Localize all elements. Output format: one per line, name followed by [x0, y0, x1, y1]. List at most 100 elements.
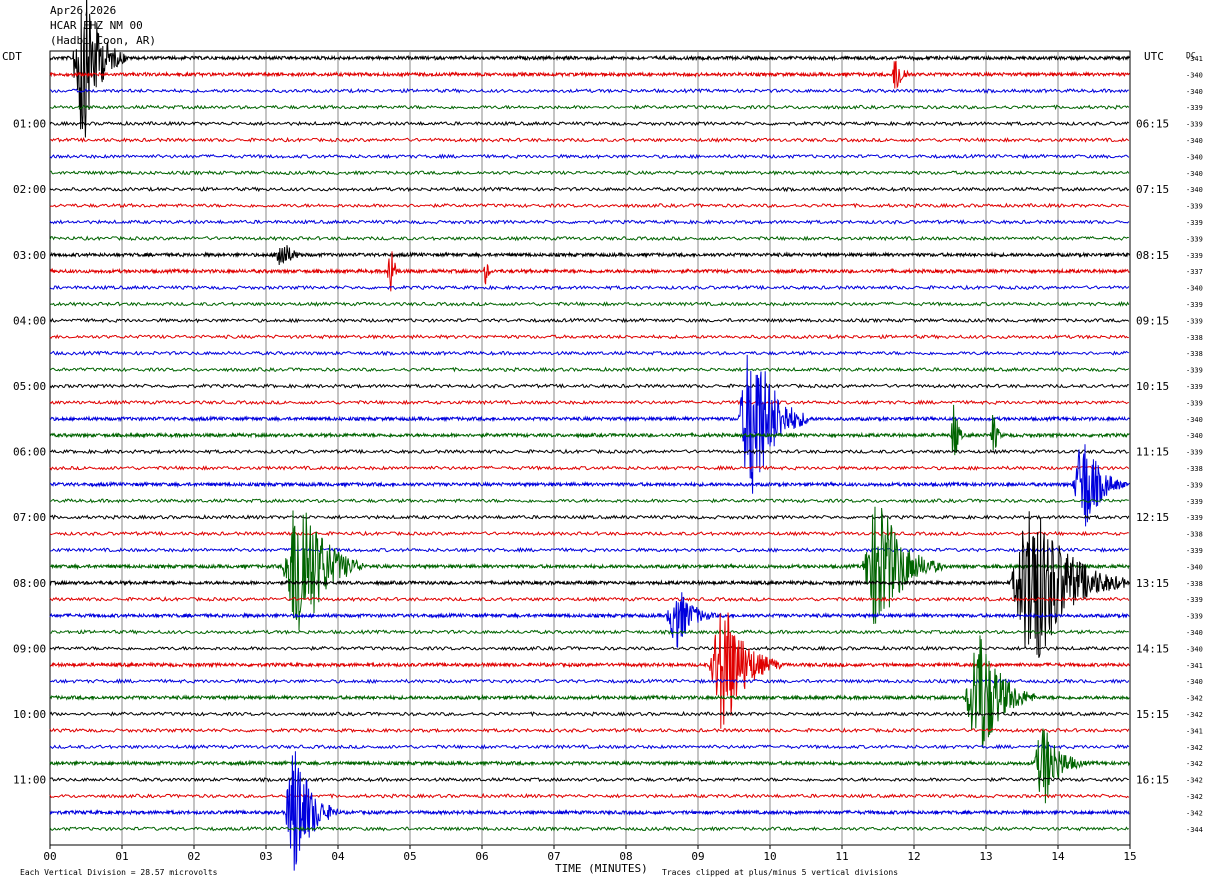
x-tick-label: 10 [763, 850, 776, 863]
trace-row-1 [49, 60, 1130, 89]
trace-row-18 [49, 350, 1129, 357]
trace-row-44 [49, 776, 1129, 783]
dc-value-label: -339 [1186, 317, 1203, 325]
clip-note: Traces clipped at plus/minus 5 vertical … [662, 868, 898, 877]
x-axis-title: TIME (MINUTES) [555, 862, 648, 875]
x-tick-label: 06 [475, 850, 488, 863]
dc-value-label: -339 [1186, 121, 1203, 129]
trace-row-33 [49, 596, 1130, 603]
trace-row-16 [49, 317, 1130, 324]
trace-row-42 [49, 743, 1130, 750]
time-label-left: 03:00 [13, 249, 46, 262]
plot-grid [49, 50, 1131, 846]
trace-row-7 [50, 169, 1130, 176]
dc-value-label: -340 [1186, 186, 1203, 194]
dc-value-label: -338 [1186, 531, 1203, 539]
time-label-left: 10:00 [13, 708, 46, 721]
time-label-left: 01:00 [13, 118, 46, 131]
x-tick-label: 02 [187, 850, 200, 863]
time-label-right: 08:15 [1136, 249, 1169, 262]
trace-row-25 [49, 464, 1130, 471]
trace-row-39 [49, 635, 1130, 748]
dc-value-label: -339 [1186, 547, 1203, 555]
scale-note: Each Vertical Division = 28.57 microvolt… [20, 868, 218, 877]
title-location: (Hadbi Coon, AR) [50, 34, 156, 47]
dc-value-label: -340 [1186, 153, 1203, 161]
dc-value-label: -342 [1186, 760, 1203, 768]
timezone-left-label: CDT [2, 50, 22, 63]
dc-value-label: -339 [1186, 235, 1203, 243]
trace-row-10 [49, 219, 1130, 225]
trace-row-12 [49, 245, 1130, 266]
dc-value-label: -340 [1186, 137, 1203, 145]
trace-row-24 [49, 448, 1129, 455]
trace-row-32 [49, 511, 1130, 658]
trace-row-41 [49, 727, 1130, 734]
dc-value-label: -342 [1186, 793, 1203, 801]
dc-value-label: -339 [1186, 613, 1203, 621]
time-label-right: 07:15 [1136, 183, 1169, 196]
dc-value-label: -339 [1186, 498, 1203, 506]
trace-row-0 [49, 0, 1130, 138]
trace-row-36 [49, 645, 1130, 652]
trace-row-47 [49, 825, 1130, 832]
x-tick-label: 08 [619, 850, 632, 863]
trace-row-6 [49, 153, 1130, 160]
trace-row-3 [49, 104, 1130, 111]
trace-row-2 [49, 87, 1129, 94]
x-tick-label: 05 [403, 850, 416, 863]
trace-row-22 [49, 354, 1130, 494]
x-tick-label: 07 [547, 850, 560, 863]
trace-row-34 [49, 592, 1130, 649]
trace-row-31 [49, 506, 1130, 631]
trace-row-29 [49, 530, 1129, 537]
x-tick-label: 14 [1051, 850, 1065, 863]
dc-value-label: -342 [1186, 695, 1203, 703]
axis-labels: -341 -340 -340 -339 -339 -340 -340 -340 -340 -339… [13, 55, 1203, 863]
time-label-left: 09:00 [13, 642, 46, 655]
timezone-right-label: UTC [1144, 50, 1164, 63]
x-tick-label: 12 [907, 850, 920, 863]
dc-value-label: -339 [1186, 383, 1203, 391]
dc-value-label: -340 [1186, 71, 1203, 79]
dc-value-label: -340 [1186, 629, 1203, 637]
dc-value-label: -342 [1186, 777, 1203, 785]
time-label-right: 15:15 [1136, 708, 1169, 721]
trace-row-5 [49, 136, 1130, 143]
trace-row-35 [49, 629, 1129, 636]
trace-row-13 [49, 251, 1130, 292]
seismic-traces [49, 0, 1130, 871]
dc-value-label: -342 [1186, 744, 1203, 752]
trace-row-20 [49, 382, 1129, 389]
dc-value-label: -338 [1186, 334, 1203, 342]
dc-value-label: -340 [1186, 416, 1203, 424]
dc-value-label: -341 [1186, 662, 1203, 670]
dc-value-label: -342 [1186, 711, 1203, 719]
trace-row-9 [49, 202, 1129, 209]
x-tick-label: 13 [979, 850, 992, 863]
trace-row-23 [49, 404, 1130, 456]
dc-value-label: -340 [1186, 432, 1203, 440]
trace-row-46 [49, 751, 1130, 871]
time-label-right: 10:15 [1136, 380, 1169, 393]
time-label-right: 13:15 [1136, 577, 1169, 590]
dc-value-label: -342 [1186, 809, 1203, 817]
trace-row-43 [49, 728, 1130, 804]
time-label-right: 12:15 [1136, 511, 1169, 524]
time-label-left: 05:00 [13, 380, 46, 393]
x-tick-label: 00 [43, 850, 56, 863]
time-label-right: 16:15 [1136, 774, 1169, 787]
trace-row-26 [49, 444, 1130, 527]
time-label-right: 11:15 [1136, 446, 1169, 459]
x-tick-label: 09 [691, 850, 704, 863]
dc-value-label: -340 [1186, 563, 1203, 571]
trace-row-40 [49, 710, 1129, 717]
dc-value-label: -339 [1186, 219, 1203, 227]
dc-value-label: -339 [1186, 252, 1203, 260]
dc-value-label: -339 [1186, 367, 1203, 375]
dc-value-label: -337 [1186, 268, 1203, 276]
dc-value-label: -339 [1186, 104, 1203, 112]
plot-frame [49, 50, 1131, 846]
trace-row-28 [49, 514, 1130, 521]
trace-row-15 [49, 300, 1130, 307]
